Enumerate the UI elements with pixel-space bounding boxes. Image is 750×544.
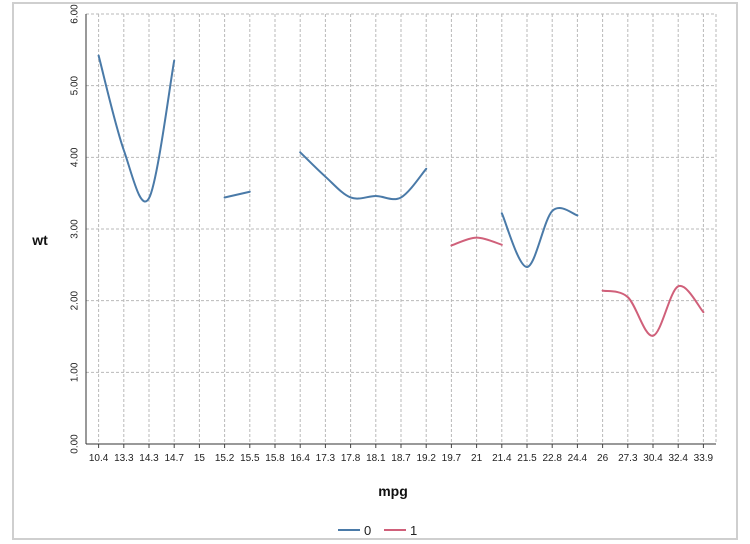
- x-tick-label: 17.8: [341, 453, 361, 464]
- y-tick-label: 1.00: [70, 362, 81, 382]
- series-0: [97, 54, 579, 268]
- legend-item-1[interactable]: 1: [384, 523, 417, 538]
- x-tick-label: 19.2: [416, 453, 436, 464]
- series-line: [223, 190, 251, 199]
- legend-label: 0: [364, 523, 371, 538]
- x-tick-label: 15: [194, 453, 206, 464]
- series-line: [299, 151, 428, 201]
- x-tick-label: 10.4: [89, 453, 109, 464]
- y-tick-label: 4.00: [70, 147, 81, 167]
- x-tick-label: 19.7: [442, 453, 462, 464]
- series-line: [601, 285, 705, 337]
- y-tick-label: 5.00: [70, 75, 81, 95]
- x-tick-label: 22.8: [542, 453, 562, 464]
- x-tick-label: 21.4: [492, 453, 512, 464]
- y-tick-label: 0.00: [70, 434, 81, 454]
- x-tick-label: 15.2: [215, 453, 235, 464]
- x-tick-label: 26: [597, 453, 609, 464]
- y-tick-label: 2.00: [70, 290, 81, 310]
- series-lines: [97, 54, 705, 337]
- series-1: [450, 236, 705, 337]
- x-tick-label: 30.4: [643, 453, 663, 464]
- x-tick-label: 21: [471, 453, 483, 464]
- x-tick-label: 14.7: [164, 453, 184, 464]
- x-tick-label: 16.4: [290, 453, 310, 464]
- series-line: [450, 236, 503, 247]
- x-tick-label: 17.3: [316, 453, 336, 464]
- x-tick-label: 13.3: [114, 453, 134, 464]
- x-tick-label: 18.7: [391, 453, 411, 464]
- x-tick-label: 15.8: [265, 453, 285, 464]
- series-line: [97, 54, 176, 203]
- legend-item-0[interactable]: 0: [338, 523, 371, 538]
- x-tick-label: 15.5: [240, 453, 260, 464]
- y-tick-label: 6.00: [70, 4, 81, 24]
- x-tick-label: 27.3: [618, 453, 638, 464]
- series-line: [500, 207, 579, 268]
- x-tick-label: 14.3: [139, 453, 159, 464]
- y-axis-title: wt: [31, 232, 48, 248]
- x-tick-label: 32.4: [668, 453, 688, 464]
- x-tick-label: 33.9: [694, 453, 714, 464]
- grid: [86, 13, 717, 444]
- x-tick-label: 21.5: [517, 453, 537, 464]
- x-tick-label: 24.4: [568, 453, 588, 464]
- x-tick-label: 18.1: [366, 453, 386, 464]
- legend-label: 1: [410, 523, 417, 538]
- y-tick-label: 3.00: [70, 219, 81, 239]
- chart-frame: [12, 2, 738, 540]
- x-axis-title: mpg: [378, 483, 408, 499]
- axes: 0.00 1.00 2.00 3.00 4.00 5.00 6.00 10.4 13.3 14.3…: [70, 4, 716, 464]
